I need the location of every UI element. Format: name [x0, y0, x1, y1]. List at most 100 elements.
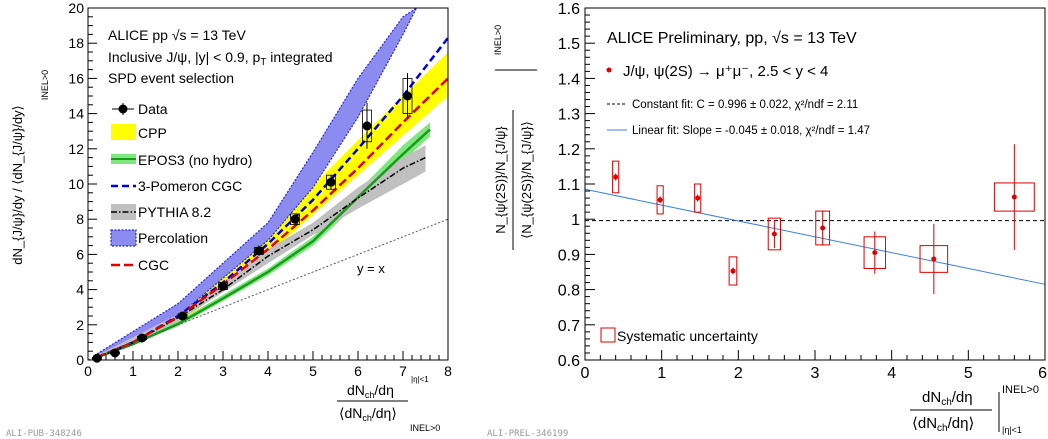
left-xtick-label-5: 5 [309, 363, 317, 379]
left-data-points [92, 73, 413, 363]
syst-legend-box [600, 327, 616, 343]
left-annotation-line-2: Inclusive J/ψ, |y| < 0.9, pT integrated [108, 49, 333, 68]
ratio-sys-box-0 [612, 160, 620, 194]
right-ylabel-den: ⟨N_{ψ(2S)}/N_{J/ψ}⟩ [519, 121, 534, 239]
right-axis-ticks: 0 1 2 3 4 5 6 0.6 0.7 0.8 0.9 1 1.1 1.2 1.3 1.4 1.5 1.6 [558, 1, 1047, 382]
left-xlabel-denominator: ⟨dNch/dη⟩ [339, 405, 397, 423]
left-y-axis-title: dN_{J/ψ}/dy / ⟨dN_{J/ψ}/dy⟩ INEL>0 [10, 70, 50, 265]
ratio-point-7 [931, 256, 937, 262]
ratio-sys-box-2 [694, 183, 702, 213]
right-xlabel-numerator: dNch/dη [922, 389, 973, 408]
right-data-points [612, 144, 1035, 295]
curve-3 [96, 77, 449, 359]
left-ytick-label-3: 6 [76, 246, 84, 262]
left-xtick-label-1: 1 [129, 363, 137, 379]
right-y-axis-title: N_{ψ(2S)}/N_{J/ψ} ⟨N_{ψ(2S)}/N_{J/ψ}⟩ IN… [493, 25, 537, 250]
legend-entry-percolation: Percolation [110, 229, 208, 247]
right-chart-title: ALICE Preliminary, pp, √s = 13 TeV [607, 30, 857, 47]
legend-label-epos3: EPOS3 (no hydro) [138, 152, 252, 168]
left-xlabel-numerator-sup: |η|<1 [411, 375, 429, 384]
right-legend-marker [606, 67, 612, 73]
left-xtick-label-2: 2 [174, 363, 182, 379]
data-point-3 [178, 311, 187, 321]
right-ytick-label-4: 1 [571, 212, 580, 229]
right-x-axis-title: dNch/dη ⟨dNch/dη⟩ INEL>0 |η|<1 [910, 384, 1039, 435]
right-xtick-label-1: 1 [657, 365, 666, 382]
ratio-sys-box-3 [728, 256, 738, 286]
curve-2 [96, 156, 426, 359]
legend-entry-cpp: CPP [111, 124, 167, 141]
legend-label-pythia: PYTHIA 8.2 [138, 204, 211, 220]
right-footer-id: ALI-PREL-346199 [487, 429, 568, 439]
left-ytick-label-0: 0 [76, 352, 84, 368]
data-point-5 [254, 246, 264, 256]
left-ytick-label-2: 4 [76, 282, 84, 298]
right-xlabel-denominator-suffix: |η|<1 [1002, 425, 1022, 435]
right-ylabel-suffix: INEL>0 [493, 25, 503, 55]
right-ytick-label-10: 1.6 [558, 1, 580, 18]
left-xtick-label-7: 7 [399, 363, 407, 379]
left-xtick-label-0: 0 [84, 363, 92, 379]
legend-entry-data: Data [112, 101, 168, 117]
legend-entry-pythia: PYTHIA 8.2 [111, 204, 211, 220]
legend-entry-epos3: EPOS3 (no hydro) [111, 152, 252, 168]
left-ytick-label-1: 2 [76, 317, 84, 333]
left-annotation-line-1: ALICE pp √s = 13 TeV [108, 27, 246, 43]
data-point-4 [218, 281, 228, 291]
left-xtick-label-4: 4 [264, 363, 272, 379]
right-ytick-label-2: 0.8 [558, 283, 580, 300]
linear-fit-line [584, 188, 1046, 285]
left-ytick-label-7: 14 [68, 106, 84, 122]
curve-4 [87, 218, 449, 361]
right-ytick-label-3: 0.9 [558, 247, 580, 264]
right-xtick-label-3: 3 [811, 365, 820, 382]
left-ytick-label-10: 20 [68, 0, 84, 16]
left-xtick-label-3: 3 [219, 363, 227, 379]
left-bands [96, 6, 448, 360]
linear-fit-label: Linear fit: Slope = -0.045 ± 0.018, χ²/n… [632, 125, 870, 137]
ratio-sys-box-1 [656, 185, 664, 215]
left-ytick-label-9: 18 [68, 35, 84, 51]
right-plot-frame [584, 7, 1046, 361]
legend-label-data: Data [138, 101, 168, 117]
right-xlabel-numerator-suffix: INEL>0 [1002, 384, 1039, 396]
data-point-6 [290, 214, 300, 224]
left-ytick-label-8: 16 [68, 70, 84, 86]
ratio-point-3 [730, 268, 736, 274]
ratio-point-4 [771, 231, 777, 237]
left-legend: Data CPP EPOS3 (no hydro) 3-Pomeron CGC … [110, 101, 252, 273]
left-footer-id: ALI-PUB-348246 [6, 429, 82, 439]
left-xtick-label-6: 6 [354, 363, 362, 379]
data-point-9 [403, 91, 412, 101]
right-chart: 0 1 2 3 4 5 6 0.6 0.7 0.8 0.9 1 1.1 1.2 1.3 1.4 1.5 1.6 A… [487, 1, 1047, 439]
left-annotation-line-3: SPD event selection [108, 70, 234, 86]
ratio-point-5 [820, 225, 826, 231]
right-xtick-label-5: 5 [964, 365, 973, 382]
data-point-8 [362, 121, 372, 131]
ratio-point-2 [695, 195, 701, 201]
legend-label-3pomeron: 3-Pomeron CGC [138, 178, 242, 194]
ratio-sys-box-4 [767, 217, 782, 251]
right-ytick-label-7: 1.3 [558, 107, 580, 124]
ratio-point-8 [1011, 194, 1017, 200]
left-ytick-label-4: 8 [76, 211, 84, 227]
right-ytick-label-8: 1.4 [558, 71, 580, 88]
left-ylabel-suffix: INEL>0 [40, 70, 50, 100]
data-point-2 [137, 333, 147, 343]
ratio-point-0 [613, 174, 619, 180]
left-xlabel-denominator-suffix: INEL>0 [410, 423, 440, 433]
curve-0 [96, 128, 431, 359]
constant-fit-label: Constant fit: C = 0.996 ± 0.022, χ²/ndf … [632, 99, 858, 111]
left-x-axis-title: dNch/dη |η|<1 ⟨dNch/dη⟩ INEL>0 [337, 375, 440, 433]
right-ylabel-main: N_{ψ(2S)}/N_{J/ψ} [493, 126, 508, 234]
yx-line-label: y = x [357, 261, 385, 276]
left-xtick-label-8: 8 [444, 363, 452, 379]
legend-label-percolation: Percolation [138, 230, 208, 246]
legend-entry-3pomeron: 3-Pomeron CGC [111, 178, 242, 194]
legend-label-cgc: CGC [138, 257, 169, 273]
left-ytick-label-6: 12 [68, 141, 84, 157]
right-legend-entry: J/ψ, ψ(2S) → μ⁺μ⁻, 2.5 < y < 4 [623, 63, 828, 80]
